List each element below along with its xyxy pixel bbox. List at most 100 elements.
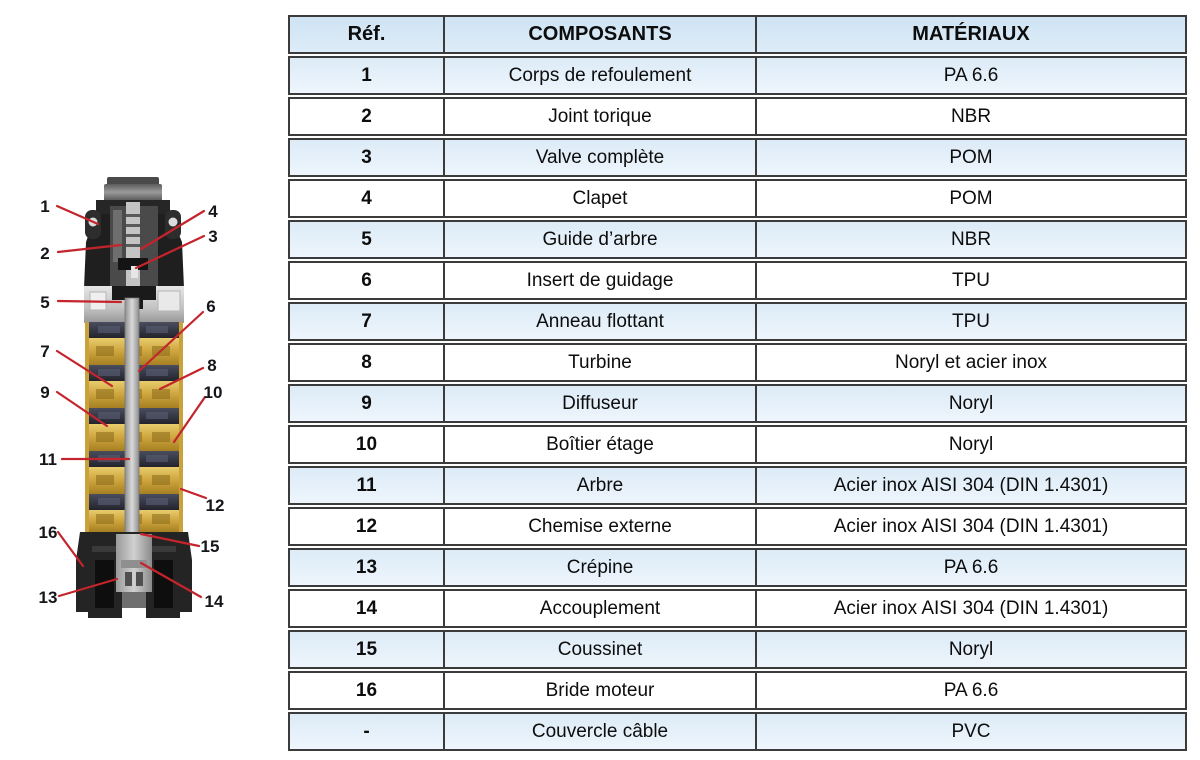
material-cell: Noryl [755, 427, 1185, 462]
ref-cell: 11 [356, 475, 377, 496]
material-cell: PVC [755, 714, 1185, 749]
table-row: 7 Anneau flottant TPU [288, 302, 1187, 341]
part-label: 1 [40, 197, 49, 216]
ref-cell: 8 [361, 352, 372, 373]
part-label: 12 [206, 496, 225, 515]
part-label: 4 [208, 202, 218, 221]
table-row: 16 Bride moteur PA 6.6 [288, 671, 1187, 710]
leader-lines [55, 204, 208, 599]
ref-cell: 2 [361, 106, 372, 127]
col-header-composants: COMPOSANTS [443, 17, 755, 52]
table-row: 2 Joint torique NBR [288, 97, 1187, 136]
table-row: 8 Turbine Noryl et acier inox [288, 343, 1187, 382]
material-cell: Noryl et acier inox [755, 345, 1185, 380]
component-cell: Arbre [443, 468, 755, 503]
ref-cell: 9 [361, 393, 372, 414]
ref-cell: 5 [361, 229, 372, 250]
table-row: 5 Guide d’arbre NBR [288, 220, 1187, 259]
ref-cell: 12 [355, 516, 378, 537]
component-cell: Insert de guidage [443, 263, 755, 298]
material-cell: TPU [755, 304, 1185, 339]
material-cell: Acier inox AISI 304 (DIN 1.4301) [755, 509, 1185, 544]
leader-line [55, 349, 114, 388]
table-header-row: Réf. COMPOSANTS MATÉRIAUX [288, 15, 1187, 54]
table-row: 4 Clapet POM [288, 179, 1187, 218]
component-cell: Bride moteur [443, 673, 755, 708]
leader-line [56, 530, 85, 568]
material-cell: PA 6.6 [755, 673, 1185, 708]
part-label: 5 [40, 293, 49, 312]
ref-cell: 13 [355, 557, 378, 578]
material-cell: TPU [755, 263, 1185, 298]
material-cell: Acier inox AISI 304 (DIN 1.4301) [755, 468, 1185, 503]
part-label: 10 [204, 383, 223, 402]
ref-cell: - [363, 721, 370, 742]
part-label: 3 [208, 227, 217, 246]
component-cell: Anneau flottant [443, 304, 755, 339]
leader-line [139, 532, 201, 548]
leader-line [137, 310, 205, 373]
pump-figure: 1 4 3 2 5 6 7 8 9 10 11 12 16 15 13 14 [0, 0, 270, 760]
component-cell: Guide d’arbre [443, 222, 755, 257]
component-cell: Crépine [443, 550, 755, 585]
leader-line [139, 561, 203, 599]
ref-cell: 6 [361, 270, 372, 291]
col-header-materiaux: MATÉRIAUX [755, 17, 1185, 52]
leader-line [57, 577, 119, 598]
component-cell: Diffuseur [443, 386, 755, 421]
pump-shaft [124, 297, 140, 539]
part-labels: 1 4 3 2 5 6 7 8 9 10 11 12 16 15 13 14 [39, 197, 225, 611]
leader-line [55, 390, 109, 428]
part-label: 11 [39, 450, 57, 469]
component-cell: Boîtier étage [443, 427, 755, 462]
table-row: 6 Insert de guidage TPU [288, 261, 1187, 300]
leader-line [55, 204, 100, 226]
component-cell: Joint torique [443, 99, 755, 134]
leader-line [158, 366, 205, 391]
table-row: - Couvercle câble PVC [288, 712, 1187, 751]
part-label: 7 [40, 342, 49, 361]
leader-line [56, 299, 123, 304]
material-cell: PA 6.6 [755, 550, 1185, 585]
external-sleeve-left [85, 322, 89, 532]
material-cell: POM [755, 181, 1185, 216]
table-row: 15 Coussinet Noryl [288, 630, 1187, 669]
part-label: 2 [40, 244, 49, 263]
part-label: 9 [40, 383, 49, 402]
part-label: 13 [39, 588, 58, 607]
part-label: 8 [207, 356, 216, 375]
ref-cell: 10 [355, 434, 378, 455]
part-label: 15 [201, 537, 220, 556]
leader-line [134, 234, 206, 270]
pump-illustration: 1 4 3 2 5 6 7 8 9 10 11 12 16 15 13 14 [39, 177, 225, 618]
leader-line [179, 487, 208, 500]
pump-discharge-head [84, 200, 184, 288]
component-cell: Coussinet [443, 632, 755, 667]
material-cell: PA 6.6 [755, 58, 1185, 93]
part-label: 6 [206, 297, 215, 316]
table-row: 11 Arbre Acier inox AISI 304 (DIN 1.4301… [288, 466, 1187, 505]
part-label: 16 [39, 523, 58, 542]
material-cell: Acier inox AISI 304 (DIN 1.4301) [755, 591, 1185, 626]
component-cell: Clapet [443, 181, 755, 216]
ref-cell: 16 [355, 680, 378, 701]
material-cell: NBR [755, 222, 1185, 257]
components-table: Réf. COMPOSANTS MATÉRIAUX 1 Corps de ref… [288, 15, 1187, 751]
external-sleeve-right [179, 322, 183, 532]
table-row: 1 Corps de refoulement PA 6.6 [288, 56, 1187, 95]
table-row: 14 Accouplement Acier inox AISI 304 (DIN… [288, 589, 1187, 628]
table-row: 9 Diffuseur Noryl [288, 384, 1187, 423]
leader-line [56, 243, 123, 254]
component-cell: Accouplement [443, 591, 755, 626]
component-cell: Chemise externe [443, 509, 755, 544]
ref-cell: 1 [361, 65, 372, 86]
ref-cell: 3 [361, 147, 372, 168]
part-label: 14 [205, 592, 224, 611]
material-cell: POM [755, 140, 1185, 175]
leader-line [139, 209, 206, 251]
component-cell: Turbine [443, 345, 755, 380]
component-cell: Couvercle câble [443, 714, 755, 749]
pump-discharge-cap [104, 177, 162, 202]
leader-line [172, 395, 207, 444]
